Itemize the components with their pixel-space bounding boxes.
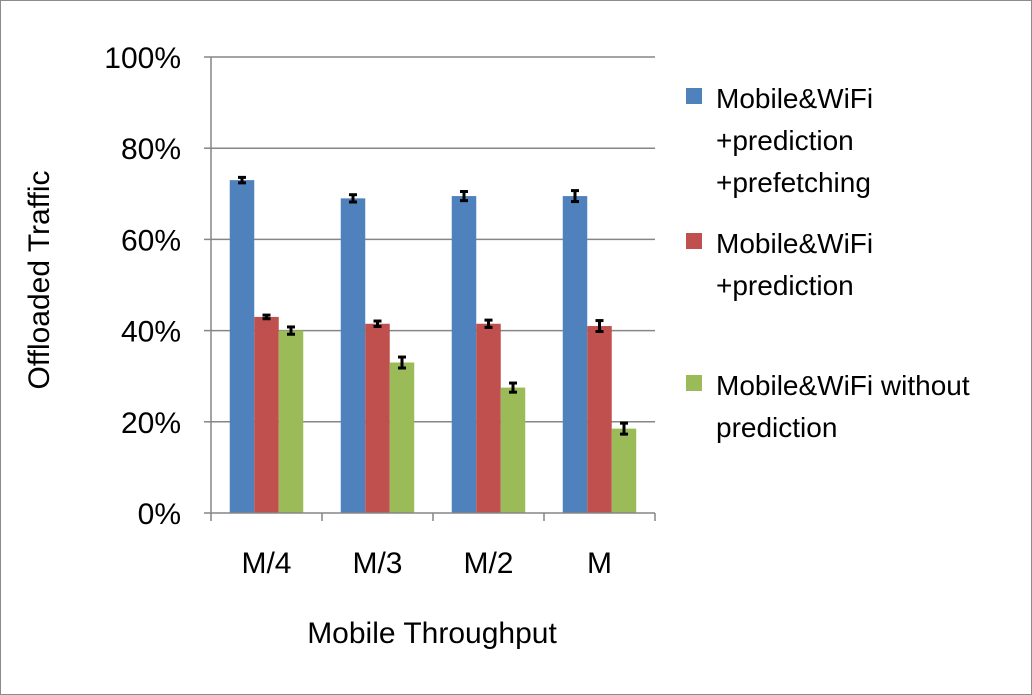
y-tick-label: 100% — [104, 42, 181, 75]
x-tick-label: M/3 — [352, 547, 402, 580]
error-bars — [238, 175, 628, 436]
bar — [611, 428, 637, 513]
legend-item: Mobile&WiFi +prediction +prefetching — [686, 83, 873, 198]
bar — [254, 316, 279, 513]
bar — [562, 196, 588, 513]
bar — [451, 196, 477, 513]
legend-label: prediction — [716, 412, 837, 443]
bar — [587, 326, 612, 513]
y-tick-labels: 0% 20% 40% 60% 80% 100% — [104, 42, 181, 531]
legend-item: Mobile&WiFi without prediction — [686, 370, 970, 443]
y-axis-title: Offloaded Traffic — [23, 170, 56, 389]
legend-label: +prediction — [716, 125, 854, 156]
bar — [229, 180, 255, 513]
legend-swatch — [686, 375, 702, 391]
x-tick-label: M/4 — [241, 547, 291, 580]
y-tick-label: 40% — [121, 316, 181, 349]
x-axis-title: Mobile Throughput — [307, 617, 557, 650]
legend-label: +prefetching — [716, 167, 871, 198]
y-tick-label: 80% — [121, 133, 181, 166]
y-tick-label: 0% — [138, 498, 181, 531]
legend-label: +prediction — [716, 270, 854, 301]
legend-item: Mobile&WiFi +prediction — [686, 228, 873, 301]
axes — [204, 56, 656, 521]
x-tick-label: M — [587, 547, 612, 580]
legend-swatch — [686, 233, 702, 249]
bar — [389, 362, 415, 513]
legend: Mobile&WiFi+prediction+prefetchingMobile… — [686, 83, 970, 443]
bar — [500, 387, 526, 513]
y-tick-label: 20% — [121, 407, 181, 440]
bars — [229, 180, 637, 514]
y-tick-label: 60% — [121, 224, 181, 257]
bar — [476, 323, 501, 513]
legend-swatch — [686, 88, 702, 104]
legend-label: Mobile&WiFi — [716, 228, 873, 259]
bar — [340, 198, 366, 514]
legend-label: Mobile&WiFi — [716, 83, 873, 114]
x-tick-labels: M/4 M/3 M/2 M — [241, 547, 612, 580]
bar — [365, 323, 390, 513]
bar — [278, 330, 304, 513]
legend-label: Mobile&WiFi without — [716, 370, 970, 401]
x-tick-label: M/2 — [463, 547, 513, 580]
